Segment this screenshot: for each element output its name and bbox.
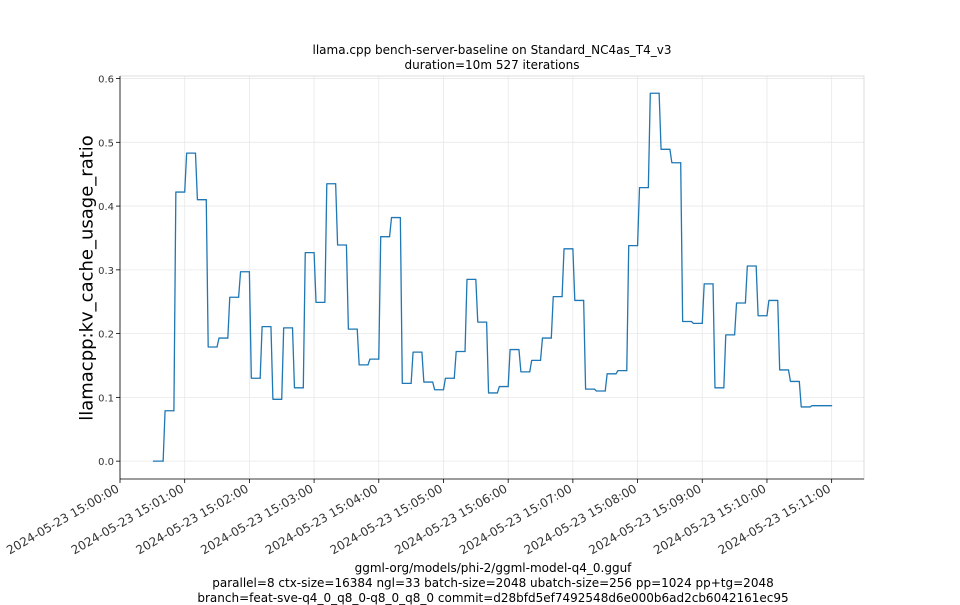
x-tick-label: 2024-05-23 15:09:00	[586, 481, 703, 557]
footer-model: ggml-org/models/phi-2/ggml-model-q4_0.gg…	[354, 561, 632, 575]
grid-lines	[119, 76, 864, 479]
data-point	[669, 148, 671, 150]
data-point	[324, 301, 326, 303]
data-point	[421, 351, 423, 353]
x-tick-label: 2024-05-23 15:01:00	[69, 481, 186, 557]
y-tick-label: 0.4	[98, 202, 114, 213]
data-point	[647, 186, 649, 189]
footer-branch: branch=feat-sve-q4_0_q8_0-q8_0_q8_0 comm…	[197, 591, 789, 605]
chart-subtitle: duration=10m 527 iterations	[404, 58, 580, 72]
series-group	[152, 92, 833, 462]
plot-area	[119, 75, 865, 480]
data-point	[766, 315, 768, 317]
data-point	[658, 92, 660, 94]
data-point	[809, 406, 811, 408]
data-point	[518, 348, 520, 351]
data-point	[723, 387, 725, 389]
x-tick-label: 2024-05-23 15:04:00	[263, 481, 380, 557]
data-point	[831, 405, 833, 407]
data-point	[701, 322, 703, 325]
data-point	[238, 296, 240, 298]
data-point	[787, 369, 790, 371]
x-tick-label: 2024-05-23 15:00:00	[4, 481, 121, 557]
data-point	[184, 191, 186, 193]
data-point	[572, 248, 574, 250]
data-point	[690, 320, 693, 323]
data-point	[755, 265, 757, 267]
y-tick-label: 0.6	[98, 75, 114, 86]
x-tick-label: 2024-05-23 15:07:00	[457, 481, 574, 557]
data-point	[604, 390, 606, 392]
y-tick-label: 0.0	[98, 457, 114, 468]
data-point	[399, 216, 401, 219]
x-tick-label: 2024-05-23 15:02:00	[134, 481, 251, 557]
data-point	[820, 405, 822, 407]
x-tick-label: 2024-05-23 15:10:00	[651, 481, 768, 557]
data-point	[356, 328, 358, 330]
data-point	[259, 377, 261, 379]
data-point	[227, 337, 229, 339]
data-point	[291, 327, 294, 329]
data-point	[388, 236, 391, 238]
data-point	[281, 398, 283, 400]
data-point	[636, 245, 639, 247]
data-point	[453, 377, 455, 379]
data-point	[593, 388, 596, 390]
y-axis-ticks: 0.0 0.1 0.2 0.3 0.4 0.5 0.6	[98, 75, 120, 468]
data-point	[777, 299, 779, 302]
data-point	[539, 359, 542, 361]
data-point	[507, 385, 509, 388]
data-point	[194, 152, 197, 154]
data-point	[410, 382, 412, 384]
x-tick-label: 2024-05-23 15:11:00	[716, 481, 833, 557]
chart-title: llama.cpp bench-server-baseline on Stand…	[312, 43, 672, 57]
y-tick-label: 0.2	[98, 330, 114, 341]
data-point	[162, 460, 164, 462]
series-line	[153, 92, 832, 462]
data-point	[529, 371, 531, 373]
data-point	[335, 183, 337, 185]
data-point	[583, 299, 585, 302]
data-point	[442, 389, 445, 391]
data-point	[313, 252, 315, 254]
data-point	[173, 410, 175, 412]
data-point	[270, 325, 272, 328]
data-point	[615, 373, 617, 375]
data-point	[432, 381, 434, 383]
data-point	[475, 278, 477, 281]
data-point	[734, 334, 736, 336]
data-point	[496, 392, 498, 394]
data-point	[550, 337, 552, 339]
data-point	[205, 199, 207, 201]
data-point	[464, 350, 466, 353]
data-point	[248, 271, 250, 273]
data-point	[345, 244, 348, 246]
data-point	[216, 346, 218, 348]
x-tick-label: 2024-05-23 15:03:00	[198, 481, 315, 557]
x-tick-label: 2024-05-23 15:06:00	[392, 481, 509, 557]
y-tick-label: 0.3	[98, 266, 114, 277]
data-point	[302, 387, 304, 389]
data-point	[712, 283, 714, 285]
y-tick-label: 0.5	[98, 138, 114, 149]
footer-params: parallel=8 ctx-size=16384 ngl=33 batch-s…	[212, 576, 774, 590]
data-point	[152, 460, 155, 462]
x-tick-label: 2024-05-23 15:05:00	[328, 481, 445, 557]
x-tick-label: 2024-05-23 15:08:00	[522, 481, 639, 557]
data-point	[561, 296, 563, 298]
y-tick-label: 0.1	[98, 393, 114, 404]
data-point	[798, 380, 800, 383]
data-point	[680, 162, 682, 164]
data-point	[378, 358, 380, 360]
data-point	[744, 302, 746, 304]
data-point	[367, 364, 369, 366]
data-point	[486, 321, 488, 323]
data-point	[626, 369, 628, 372]
